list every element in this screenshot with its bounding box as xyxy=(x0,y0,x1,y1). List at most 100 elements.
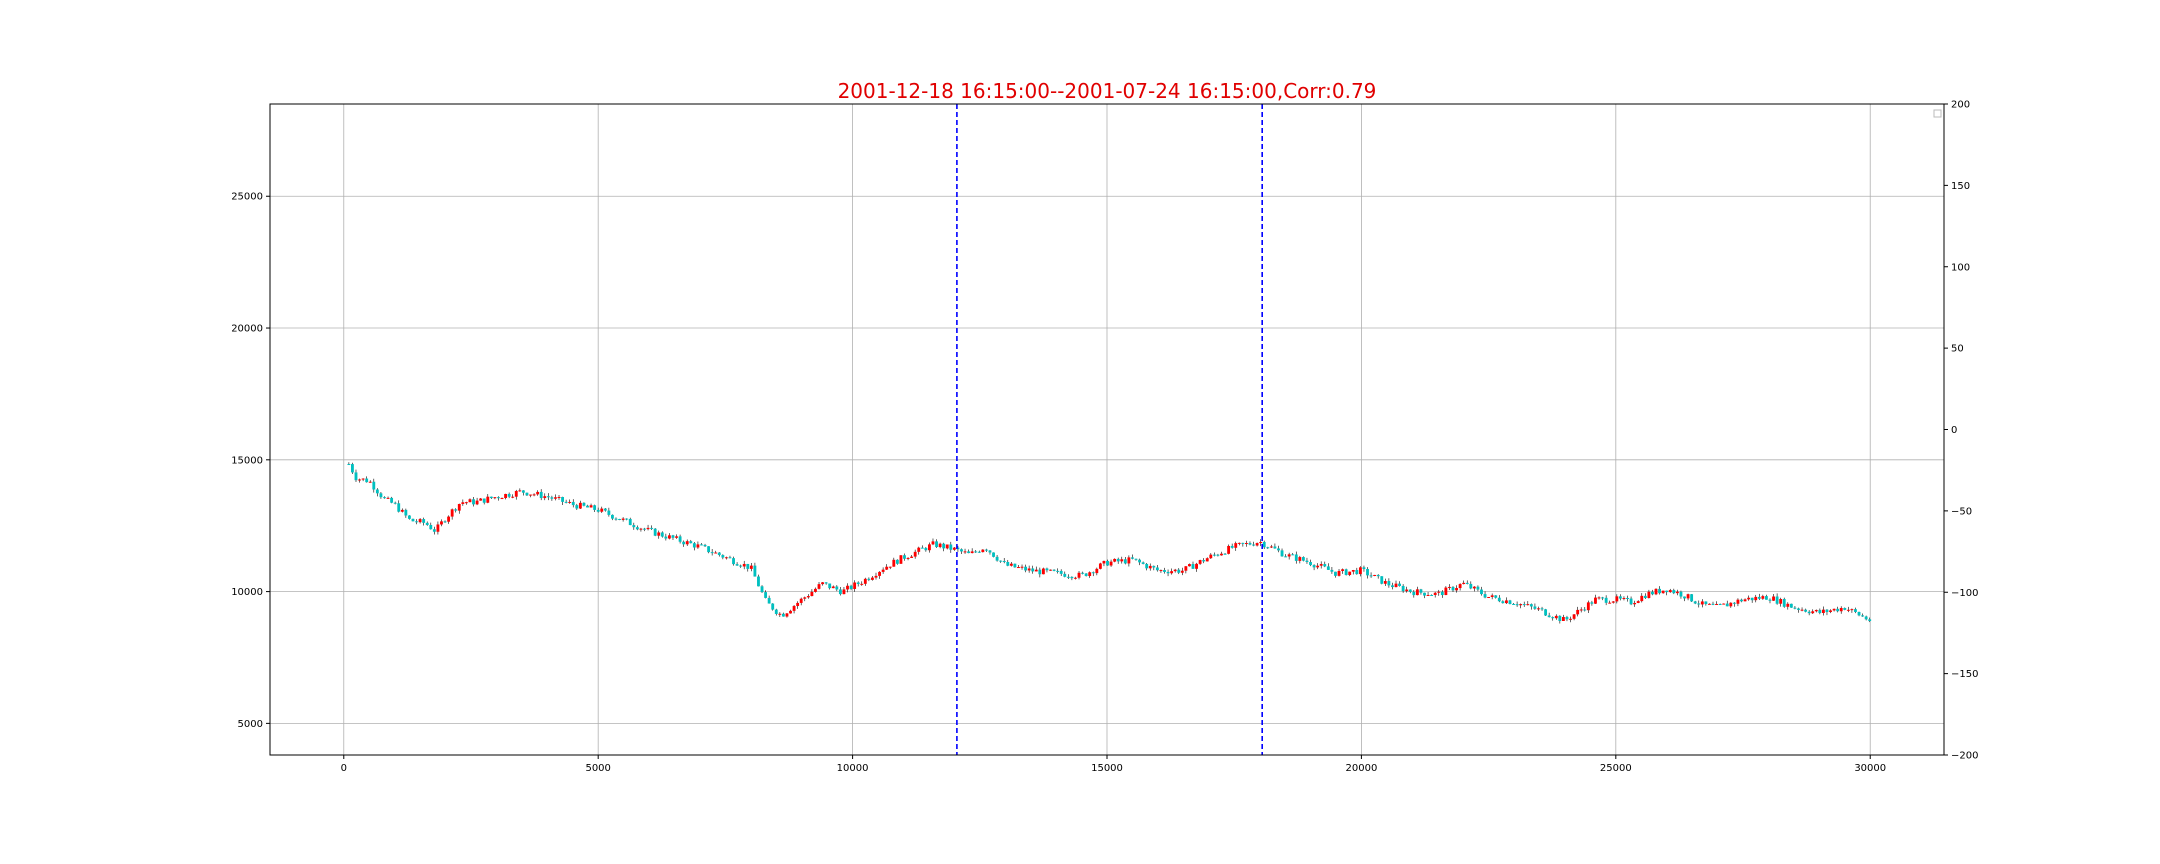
candle-body xyxy=(721,555,725,558)
candle-body xyxy=(1220,553,1223,556)
candle-body xyxy=(521,490,525,493)
candle-body xyxy=(507,493,511,497)
candle-body xyxy=(1244,543,1248,545)
candle-body xyxy=(771,603,775,610)
candle-body xyxy=(1547,615,1551,618)
candle-body xyxy=(1497,597,1501,602)
candle-body xyxy=(1131,557,1134,559)
candle-body xyxy=(1715,604,1718,606)
candle-body xyxy=(347,464,351,466)
candle-body xyxy=(1041,568,1045,575)
candle-body xyxy=(432,529,436,532)
candle-body xyxy=(1009,563,1013,566)
candle-body xyxy=(1672,590,1676,594)
candle-body xyxy=(1106,560,1109,566)
candle-body xyxy=(703,544,707,547)
candle-body xyxy=(621,518,625,520)
candle-body xyxy=(849,585,853,589)
candle-body xyxy=(1127,557,1131,564)
candle-body xyxy=(1561,616,1565,621)
candle-body xyxy=(1558,615,1562,621)
candle-body xyxy=(1380,576,1384,584)
candle-body xyxy=(1836,608,1840,612)
candle-body xyxy=(828,583,832,589)
candle-body xyxy=(1234,543,1238,548)
candle-body xyxy=(390,497,394,503)
candle-body xyxy=(1501,601,1505,604)
candle-body xyxy=(1369,575,1373,577)
candle-body xyxy=(358,479,361,481)
candle-body xyxy=(892,559,896,567)
y2-tick-label: 200 xyxy=(1951,100,1970,111)
candle-body xyxy=(1679,591,1683,597)
candle-body xyxy=(1708,603,1711,605)
candle-body xyxy=(1725,603,1729,607)
candle-body xyxy=(1145,563,1149,569)
candle-body xyxy=(1266,547,1270,549)
x-tick-label: 25000 xyxy=(1600,763,1632,774)
candle-body xyxy=(486,496,490,503)
candle-body xyxy=(1405,589,1409,592)
candle-body xyxy=(475,500,479,505)
candle-body xyxy=(361,478,365,480)
candle-body xyxy=(561,496,564,502)
candle-body xyxy=(1448,586,1451,588)
x-tick-label: 30000 xyxy=(1854,763,1886,774)
candle-body xyxy=(1629,598,1633,605)
candle-body xyxy=(757,576,760,587)
candle-body xyxy=(618,518,621,520)
candle-body xyxy=(571,501,575,506)
candle-body xyxy=(1722,603,1726,605)
candle-body xyxy=(596,509,600,512)
candle-body xyxy=(607,510,611,515)
candle-body xyxy=(440,521,443,525)
candle-body xyxy=(660,532,664,537)
y-axis-right: 200 150 100 50 0 −50 −100 −150 −200 xyxy=(1944,100,1978,762)
y2-tick-label: −150 xyxy=(1951,669,1978,680)
candle-body xyxy=(1608,602,1612,604)
y2-tick-label: −200 xyxy=(1951,751,1978,762)
candle-body xyxy=(518,490,522,492)
candle-body xyxy=(1594,597,1597,604)
y-tick-label: 15000 xyxy=(231,455,263,466)
candle-body xyxy=(714,552,718,554)
candle-body xyxy=(1700,601,1704,605)
candle-body xyxy=(457,503,461,511)
candle-body xyxy=(920,547,924,549)
candle-body xyxy=(461,502,465,504)
candle-body xyxy=(767,597,771,604)
candle-body xyxy=(557,496,561,498)
candle-body xyxy=(1255,543,1259,546)
candle-body xyxy=(614,518,618,520)
candle-body xyxy=(1533,606,1537,609)
candle-body xyxy=(1718,604,1722,606)
candle-body xyxy=(1358,567,1362,575)
candle-body xyxy=(539,491,543,499)
candle-body xyxy=(1647,591,1651,599)
candle-body xyxy=(1227,545,1231,554)
candle-body xyxy=(1123,559,1127,564)
candle-body xyxy=(1601,597,1605,599)
candle-body xyxy=(799,598,803,603)
candle-body xyxy=(838,589,842,595)
candle-body xyxy=(1743,599,1747,602)
candle-body xyxy=(511,496,515,498)
candle-body xyxy=(1800,609,1804,611)
candle-body xyxy=(1576,609,1580,615)
candle-body xyxy=(1789,603,1793,608)
candle-body xyxy=(447,516,451,522)
candle-body xyxy=(821,582,824,585)
candle-body xyxy=(1512,603,1515,605)
candle-body xyxy=(999,560,1003,562)
candle-body xyxy=(846,585,849,590)
candle-body xyxy=(1205,558,1209,562)
candle-body xyxy=(1412,591,1416,596)
y-tick-label: 10000 xyxy=(231,587,263,598)
candle-body xyxy=(1444,587,1448,596)
candle-body xyxy=(546,496,550,498)
candle-body xyxy=(1850,609,1854,611)
candle-body xyxy=(1494,595,1498,598)
marker-lines xyxy=(956,104,1263,755)
candle-body xyxy=(657,532,661,536)
